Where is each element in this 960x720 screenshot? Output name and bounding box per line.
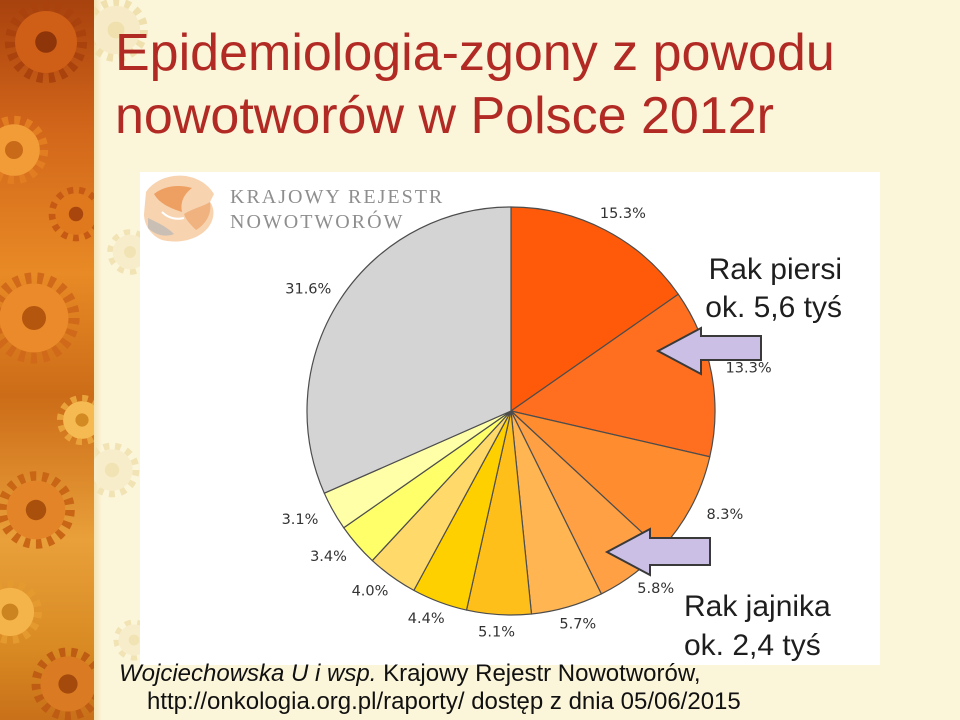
gear-hub [22,306,46,330]
gear-icon [0,272,80,364]
gear-hub [104,462,120,478]
gear-icon [4,0,88,84]
annotation-label: Rak jajnika [684,590,831,623]
gear-icon [31,647,94,720]
citation-authors: Wojciechowska U i wsp. [119,660,377,687]
gear-icon [0,115,49,185]
slide-title: Epidemiologia-zgony z powodu nowotworów … [115,22,835,148]
gear-hub [1,603,19,621]
gear-teeth [4,0,88,84]
annotation-breast-cancer: Rak piersi ok. 5,6 tyś [640,251,842,327]
gear-icon [0,471,75,549]
gear-icon [94,442,140,498]
annotation-note: ok. 2,4 tyś [684,629,821,662]
gear-icon [94,0,148,62]
slide-title-line: Epidemiologia-zgony z powodu [115,24,835,82]
pie-chart: 15.3% 13.3% 8.3% 5.8% 5.7% 5.1% 4.4% 4.0% 3.4% 3.… [282,206,772,640]
logo-shape [148,218,174,236]
logo-shape [161,211,185,220]
gear-teeth [0,471,75,549]
gear-teeth [31,647,94,720]
annotation-note: ok. 5,6 tyś [705,291,842,324]
registry-logo-line: NOWOTWORÓW [230,211,405,233]
gear-hub [35,31,57,53]
slide-title-line: nowotworów w Polsce 2012r [115,87,774,145]
gear-hub [5,141,23,159]
gear-icon [48,186,94,242]
gear-teeth [94,0,148,62]
citation-line: Wojciechowska U i wsp. Krajowy Rejestr N… [119,660,741,688]
gear-hub [124,246,136,258]
gear-hub [128,634,140,646]
annotation-ovarian-cancer: Rak jajnika ok. 2,4 tyś [684,587,831,665]
gear-icon [56,394,94,446]
gear-teeth [0,272,80,364]
gear-teeth [0,580,42,644]
gear-hub [68,206,84,222]
arrow-shape [604,527,711,577]
slice-label: 4.4% [408,611,445,627]
gear-pattern [0,0,94,720]
left-arrow-icon [655,326,762,376]
slice-label: 31.6% [285,282,331,298]
citation-source: Krajowy Rejestr Nowotworów, [383,660,701,687]
chart-panel: KRAJOWY REJESTR NOWOTWORÓW 15.3% 13.3% 8.3… [140,172,880,665]
gear-teeth [94,442,140,498]
gear-hub [75,413,89,427]
registry-logo-text: KRAJOWY REJESTR NOWOTWORÓW [230,185,444,235]
slice-label: 5.1% [478,625,515,641]
gear-icon [0,580,42,644]
pie-labels: 15.3% 13.3% 8.3% 5.8% 5.7% 5.1% 4.4% 4.0% 3.4% 3.… [282,206,772,640]
pie-slice [510,293,716,458]
annotation-label: Rak piersi [708,253,842,286]
slice-label: 13.3% [726,361,772,377]
decorative-gear-strip [0,0,94,720]
slice-label: 3.1% [282,512,319,528]
strip-edge [94,0,102,720]
registry-logo-line: KRAJOWY REJESTR [230,186,445,208]
pie-slice [306,206,512,494]
slice-label: 4.0% [352,583,389,599]
gear-teeth [48,186,94,242]
gear-hub [25,499,47,521]
citation: Wojciechowska U i wsp. Krajowy Rejestr N… [119,660,741,716]
citation-access: http://onkologia.org.pl/raporty/ dostęp … [147,688,741,715]
pie-slices [306,206,716,616]
arrow-shape [655,326,762,376]
left-arrow-icon [604,527,711,577]
slice-label: 5.8% [637,581,674,597]
gear-hub [58,674,78,694]
slice-label: 8.3% [706,507,743,523]
pie-slice [510,206,679,412]
logo-shape [184,202,211,230]
slice-label: 15.3% [600,206,646,222]
logo-shape [154,186,192,212]
slice-label: 5.7% [559,616,596,632]
gear-hub [107,21,125,39]
registry-logo-icon [144,175,214,242]
gear-teeth [0,115,49,185]
slice-label: 3.4% [310,549,347,565]
